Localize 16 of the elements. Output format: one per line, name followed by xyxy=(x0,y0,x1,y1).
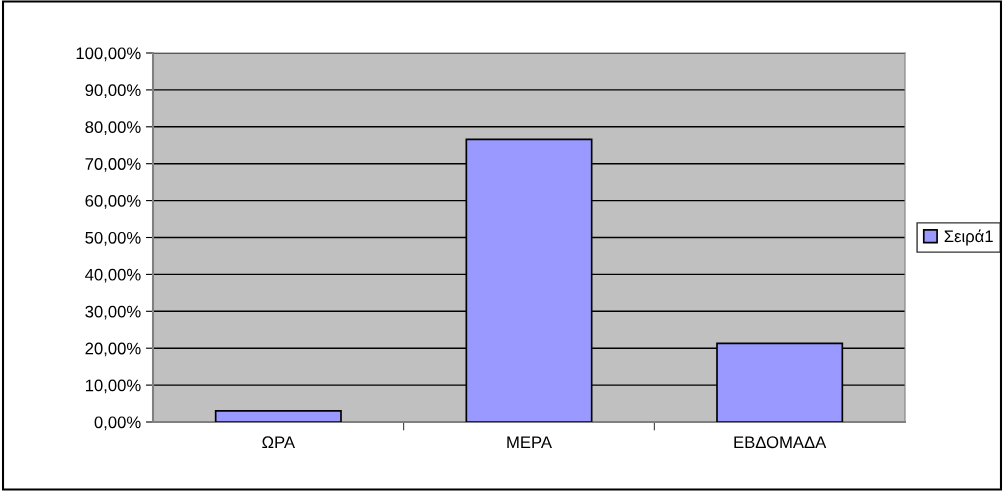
y-tick-label: 80,00% xyxy=(85,121,141,135)
y-tick-label: 30,00% xyxy=(85,305,141,320)
y-tick-label: 60,00% xyxy=(85,195,141,209)
x-tick-label: ΜΕΡΑ xyxy=(507,436,552,448)
y-tick-label: 40,00% xyxy=(85,268,141,283)
x-tick-label: ΕΒΔΟΜΑΔΑ xyxy=(734,436,827,449)
y-tick-label: 100,00% xyxy=(76,47,141,62)
y-tick-label: 20,00% xyxy=(85,342,141,357)
bar xyxy=(214,410,342,422)
legend-label: Σειρά1 xyxy=(944,229,993,246)
x-tick-label: ΩΡΑ xyxy=(262,436,296,448)
y-tick-label: 90,00% xyxy=(85,84,141,99)
y-tick-label: 10,00% xyxy=(85,379,141,394)
y-tick-label: 0,00% xyxy=(94,416,141,431)
y-tick-label: 70,00% xyxy=(85,158,141,172)
y-tick-label: 50,00% xyxy=(85,231,141,246)
